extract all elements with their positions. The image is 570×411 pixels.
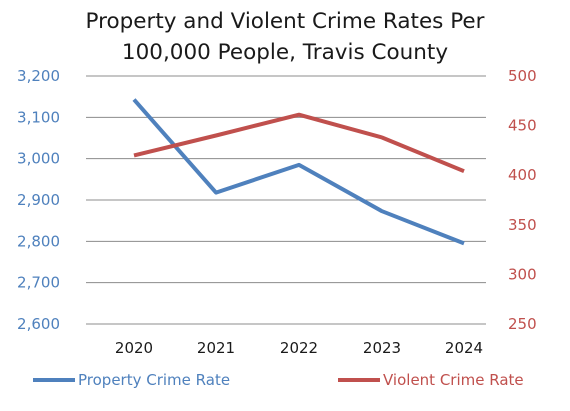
right-axis-tick-label: 400	[508, 166, 537, 184]
right-axis-tick-label: 300	[508, 265, 537, 283]
chart-title-line-1: Property and Violent Crime Rates Per	[86, 9, 485, 34]
x-axis-tick-label: 2023	[363, 339, 401, 357]
x-axis-tick-label: 2022	[280, 339, 318, 357]
x-axis-tick-label: 2021	[197, 339, 235, 357]
left-axis-tick-label: 3,200	[17, 67, 60, 85]
right-axis-tick-label: 350	[508, 216, 537, 234]
left-axis-tick-label: 2,900	[17, 191, 60, 209]
right-axis-tick-labels: 250 300 350 400 450 500	[508, 67, 537, 333]
series-line-property-crime	[132, 98, 465, 246]
left-axis-tick-label: 2,600	[17, 315, 60, 333]
x-axis-tick-labels: 2020 2021 2022 2023 2024	[115, 339, 483, 357]
left-axis-tick-label: 3,000	[17, 150, 60, 168]
right-axis-tick-label: 500	[508, 67, 537, 85]
legend-label-0: Property Crime Rate	[78, 371, 230, 389]
left-axis-tick-label: 3,100	[17, 108, 60, 126]
right-axis-tick-label: 250	[508, 315, 537, 333]
x-axis-tick-label: 2020	[115, 339, 153, 357]
legend: Property Crime Rate Violent Crime Rate	[33, 371, 524, 389]
data-series	[132, 98, 465, 246]
legend-label-1: Violent Crime Rate	[383, 371, 524, 389]
x-axis-tick-label: 2024	[445, 339, 483, 357]
series-line-violent-crime	[133, 112, 465, 174]
left-axis-tick-labels: 2,600 2,700 2,800 2,900 3,000 3,100 3,200	[17, 67, 60, 333]
left-axis-tick-label: 2,700	[17, 274, 60, 292]
right-axis-tick-label: 450	[508, 117, 537, 135]
chart-title-line-2: 100,000 People, Travis County	[122, 40, 448, 65]
left-axis-tick-label: 2,800	[17, 232, 60, 250]
